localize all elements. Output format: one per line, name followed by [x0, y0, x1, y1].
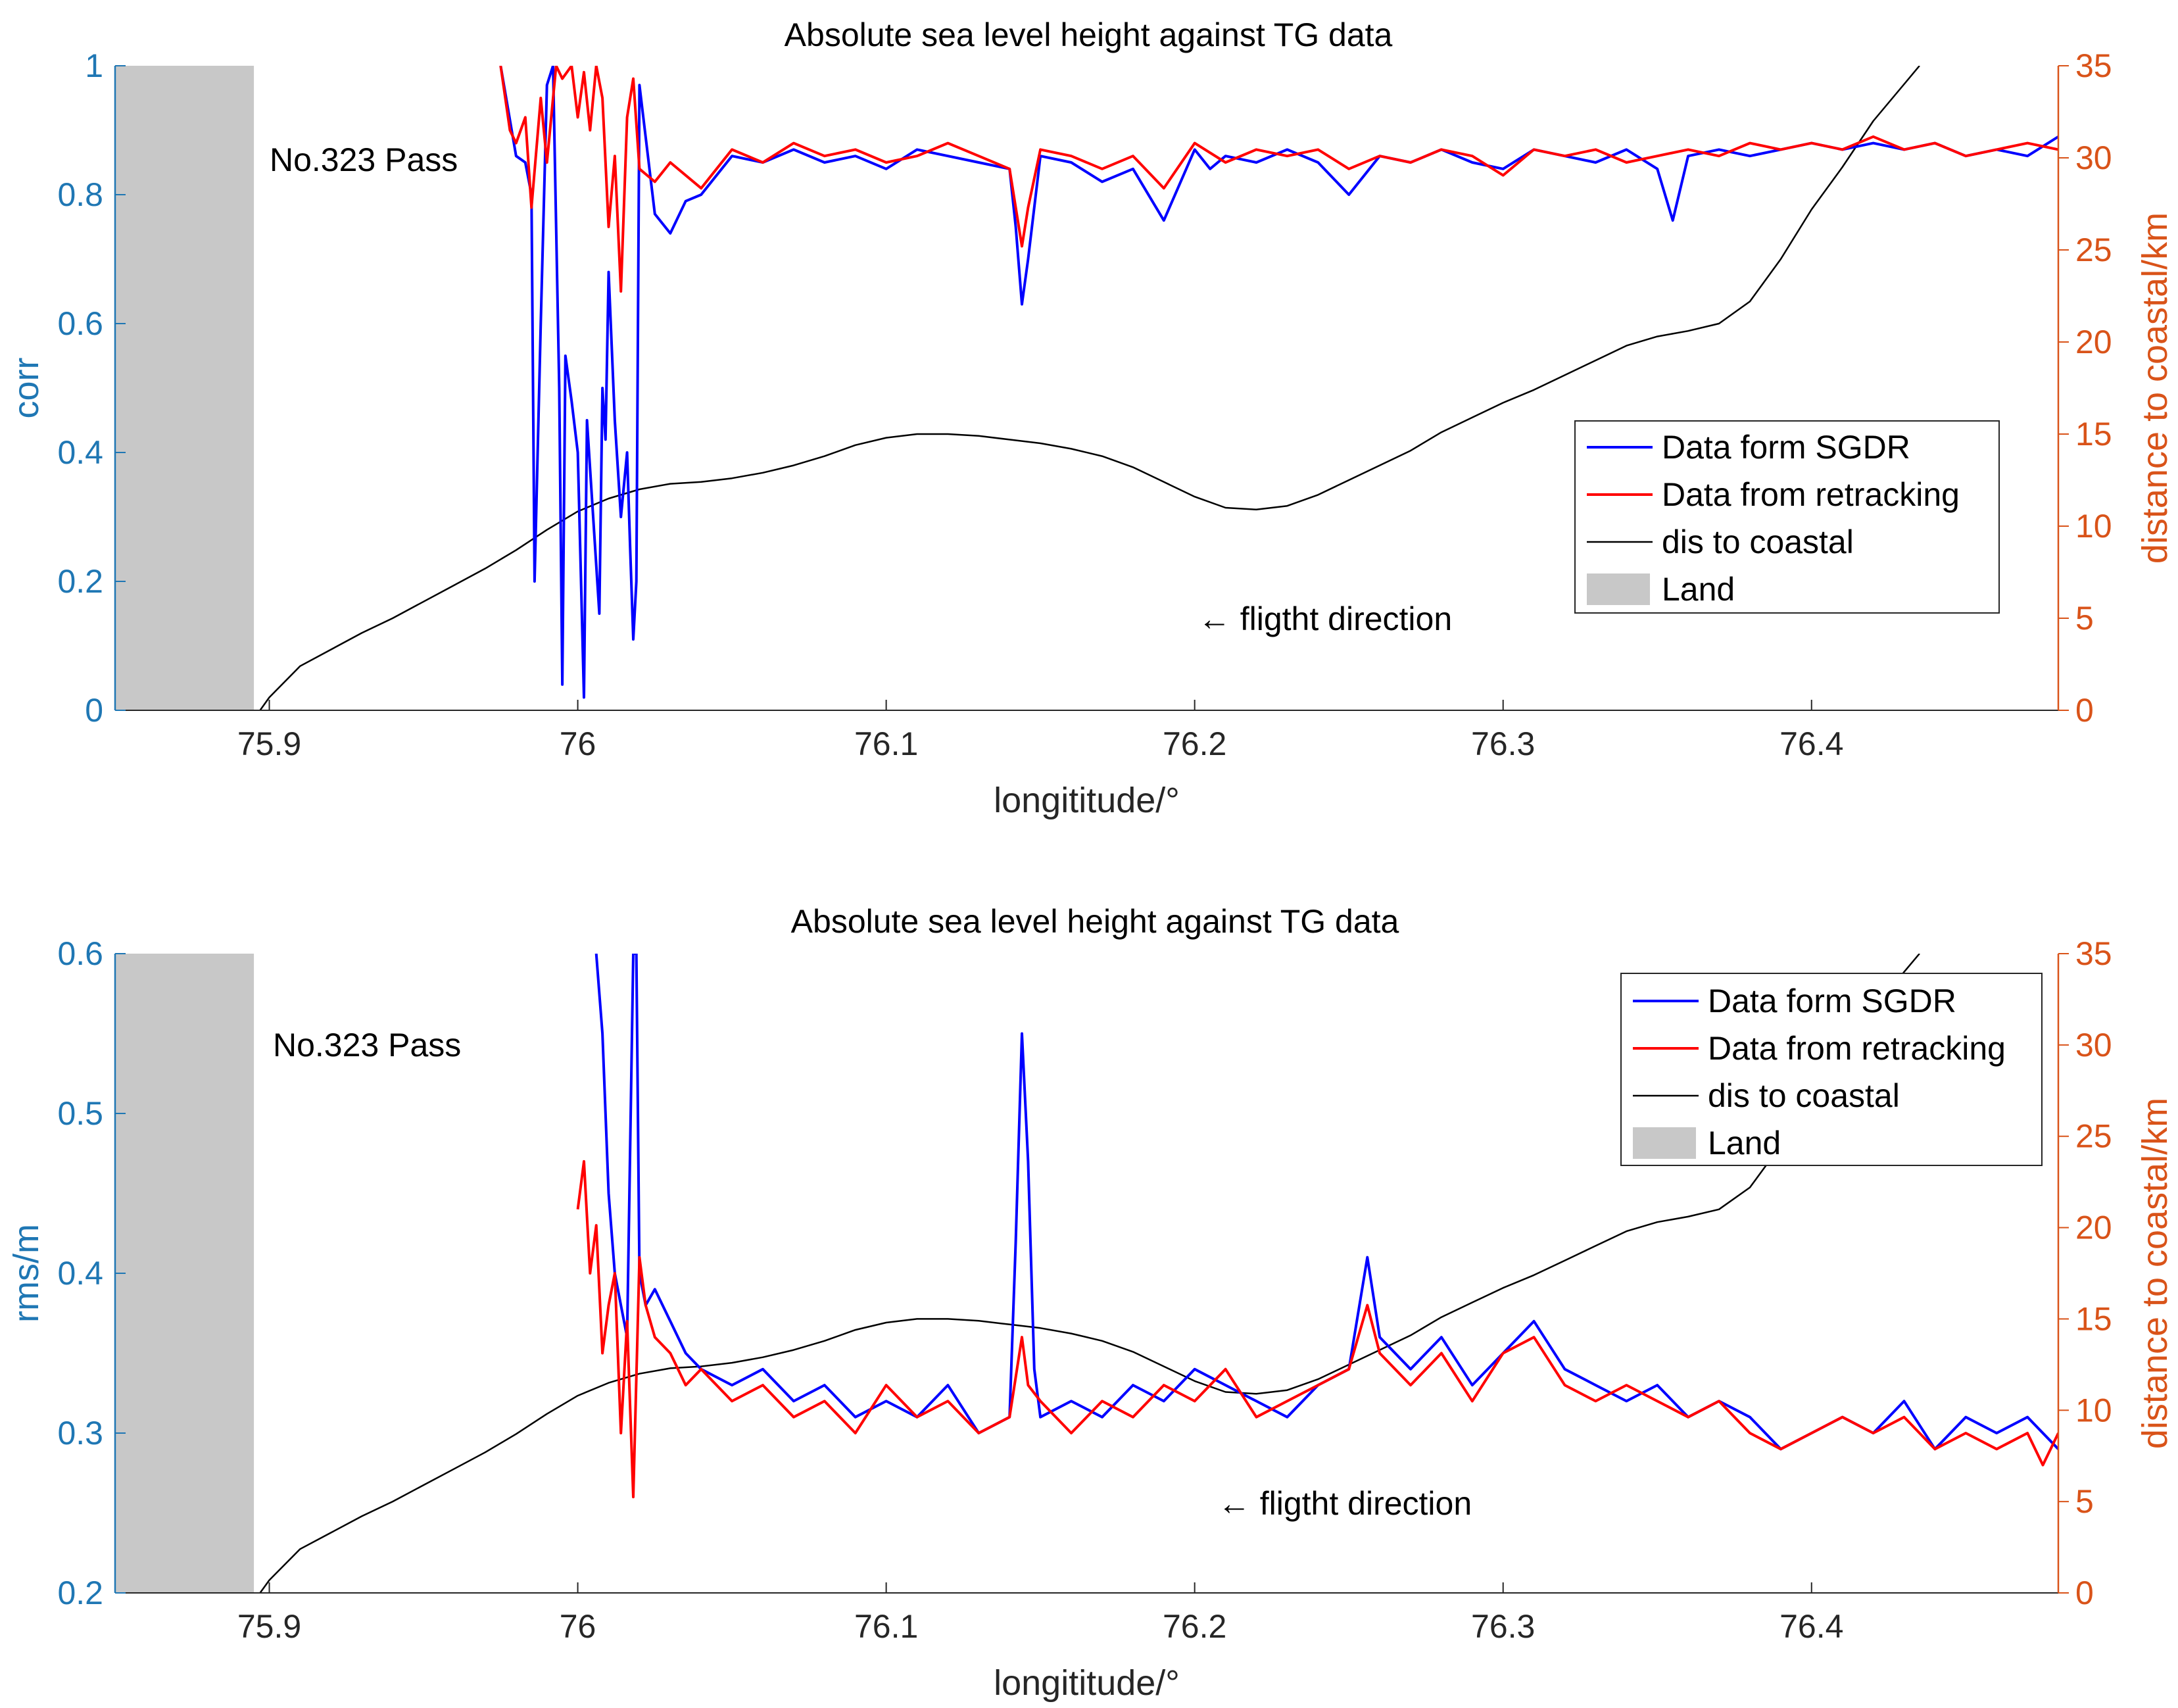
x-tick-label: 76 — [560, 1608, 596, 1645]
legend: Data form SGDR Data from retracking dis to… — [1620, 973, 2043, 1166]
retracking-line — [499, 66, 2058, 293]
left-y-tick-label: 0.5 — [57, 1095, 103, 1132]
legend-label: Land — [1708, 1125, 1781, 1161]
legend-swatch-land — [1587, 573, 1650, 605]
x-tick-label: 75.9 — [237, 725, 301, 762]
sgdr-line — [499, 66, 2058, 699]
chart-title: Absolute sea level height against TG dat… — [791, 903, 1399, 940]
right-y-axis-label: distance to coastal/km — [2135, 212, 2175, 564]
legend-swatch-land — [1633, 1127, 1696, 1159]
flight-direction-label: ← fligtht direction — [1198, 600, 1452, 637]
top-chart-panel: 75.9 76 76.1 76.2 76.3 76.400.20.40.60.810510… — [7, 16, 2175, 820]
x-tick-label: 76 — [560, 725, 596, 762]
pass-label: No.323 Pass — [270, 141, 458, 178]
right-y-tick-label: 0 — [2075, 692, 2094, 729]
x-tick-label: 76.3 — [1471, 1608, 1535, 1645]
legend-label: Data from retracking — [1708, 1030, 2006, 1067]
dis-to-coastal-line — [259, 66, 1920, 710]
left-y-tick-label: 0.2 — [57, 1574, 103, 1611]
left-y-axis-label: corr — [7, 357, 46, 418]
x-tick-label: 76.1 — [854, 1608, 918, 1645]
land-region — [115, 954, 254, 1593]
x-tick-label: 76.2 — [1163, 1608, 1226, 1645]
legend-label: Data form SGDR — [1662, 429, 1910, 466]
left-y-tick-label: 0.4 — [57, 1255, 103, 1292]
left-y-tick-label: 0.6 — [57, 305, 103, 342]
legend-label: Data from retracking — [1662, 476, 1960, 513]
x-axis-label: longititude/° — [994, 781, 1180, 820]
right-y-tick-label: 20 — [2075, 1209, 2112, 1246]
sgdr-line — [594, 954, 2058, 1451]
right-y-tick-label: 0 — [2075, 1574, 2094, 1611]
right-y-tick-label: 25 — [2075, 1118, 2112, 1155]
retracking-line — [576, 1159, 2058, 1499]
land-region — [115, 66, 254, 710]
dis-to-coastal-line — [259, 954, 1920, 1593]
right-y-tick-label: 10 — [2075, 1392, 2112, 1428]
right-y-tick-label: 30 — [2075, 1027, 2112, 1063]
left-y-tick-label: 0 — [85, 692, 103, 729]
plot-area — [259, 954, 2058, 1593]
right-y-tick-label: 35 — [2075, 935, 2112, 972]
left-y-tick-label: 0.4 — [57, 434, 103, 471]
left-y-tick-label: 0.6 — [57, 935, 103, 972]
legend-label: dis to coastal — [1708, 1077, 1900, 1114]
legend-label: Land — [1662, 571, 1735, 608]
legend-label: dis to coastal — [1662, 524, 1854, 560]
plot-area — [259, 66, 2058, 710]
pass-label: No.323 Pass — [273, 1027, 461, 1063]
right-y-axis-label: distance to coastal/km — [2135, 1098, 2175, 1449]
legend: Data form SGDR Data from retracking dis to… — [1574, 420, 2000, 614]
right-y-tick-label: 20 — [2075, 324, 2112, 360]
x-tick-label: 75.9 — [237, 1608, 301, 1645]
right-y-tick-label: 5 — [2075, 1483, 2094, 1520]
flight-direction-label: ← fligtht direction — [1218, 1485, 1472, 1522]
right-y-tick-label: 10 — [2075, 508, 2112, 545]
right-y-tick-label: 5 — [2075, 600, 2094, 637]
right-y-tick-label: 15 — [2075, 416, 2112, 452]
x-tick-label: 76.4 — [1779, 725, 1843, 762]
x-tick-label: 76.1 — [854, 725, 918, 762]
left-y-tick-label: 0.8 — [57, 176, 103, 213]
right-y-tick-label: 35 — [2075, 47, 2112, 84]
x-tick-label: 76.3 — [1471, 725, 1535, 762]
chart-title: Absolute sea level height against TG dat… — [785, 16, 1393, 53]
right-y-tick-label: 30 — [2075, 139, 2112, 176]
left-y-tick-label: 1 — [85, 47, 103, 84]
right-y-tick-label: 15 — [2075, 1300, 2112, 1337]
left-y-tick-label: 0.3 — [57, 1415, 103, 1452]
x-tick-label: 76.4 — [1779, 1608, 1843, 1645]
left-y-tick-label: 0.2 — [57, 563, 103, 600]
x-tick-label: 76.2 — [1163, 725, 1226, 762]
x-axis-label: longititude/° — [994, 1663, 1180, 1703]
left-y-axis-label: rms/m — [7, 1224, 46, 1323]
legend-label: Data form SGDR — [1708, 983, 1956, 1019]
right-y-tick-label: 25 — [2075, 232, 2112, 268]
bottom-chart-panel: 75.9 76 76.1 76.2 76.3 76.4 0.2 0.3 0.4 0.5 0.6 0 5 1… — [7, 903, 2175, 1703]
